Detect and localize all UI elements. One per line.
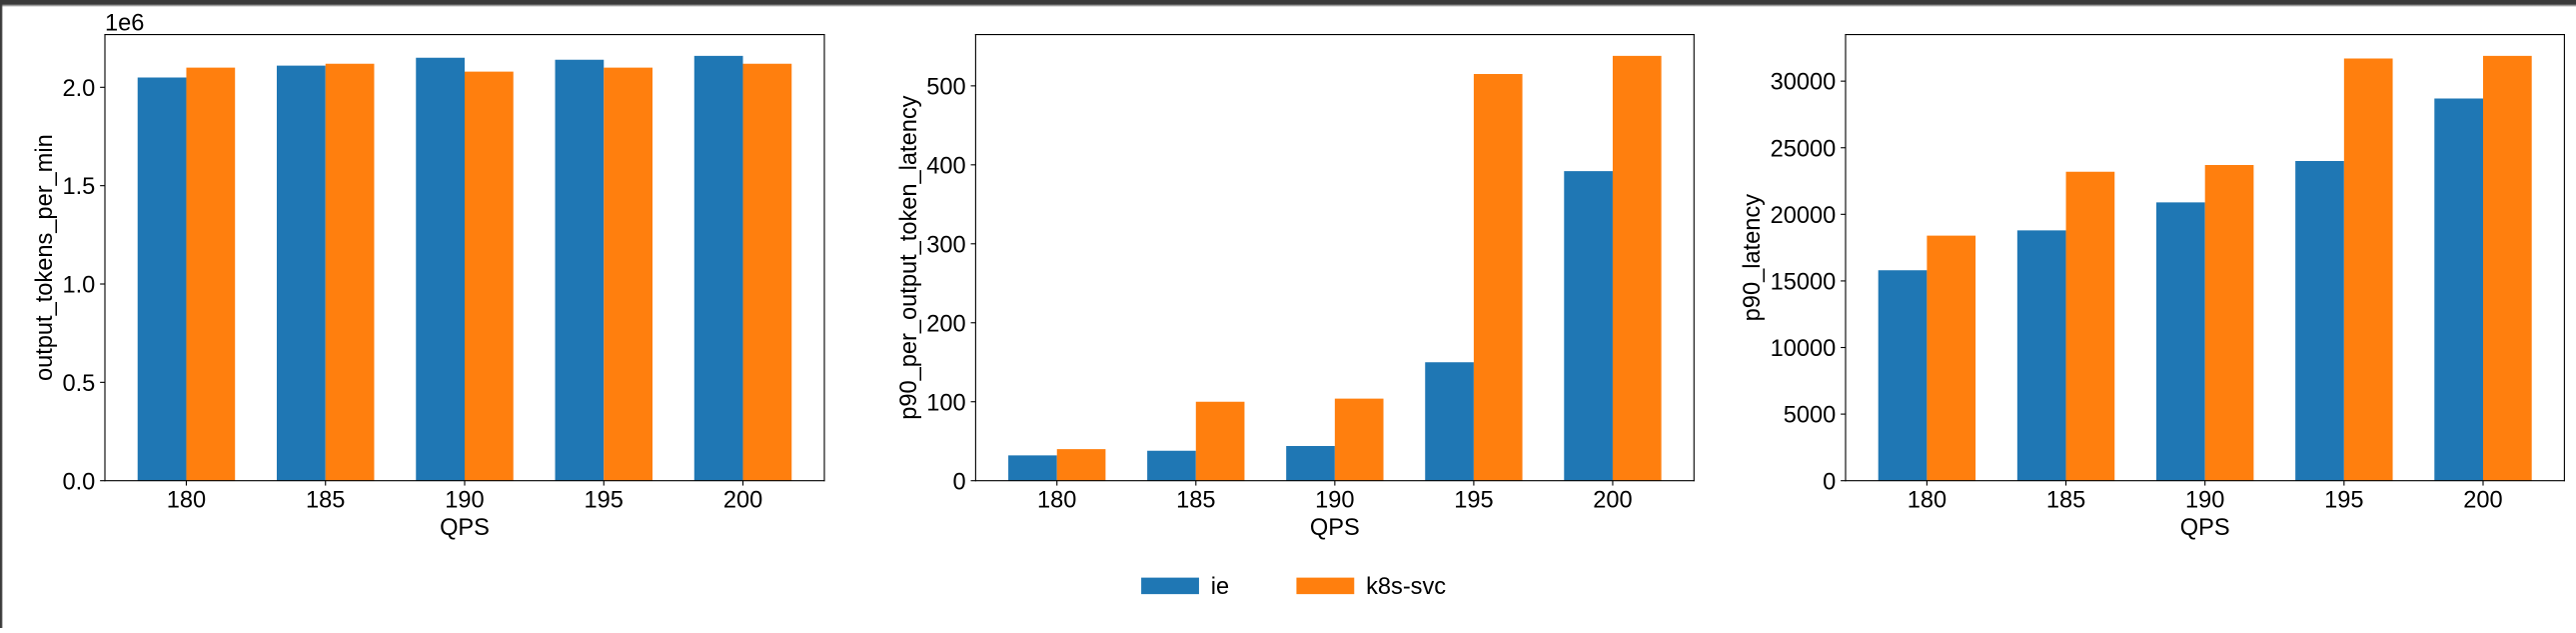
svg-text:30000: 30000 xyxy=(1771,70,1837,96)
svg-text:180: 180 xyxy=(167,488,206,514)
svg-text:180: 180 xyxy=(1037,488,1076,514)
svg-text:0.5: 0.5 xyxy=(62,371,95,397)
svg-text:200: 200 xyxy=(926,311,965,337)
svg-text:k8s-svc: k8s-svc xyxy=(1366,574,1446,600)
svg-text:190: 190 xyxy=(445,488,484,514)
svg-text:195: 195 xyxy=(585,488,624,514)
svg-text:QPS: QPS xyxy=(440,515,490,541)
svg-text:0: 0 xyxy=(953,469,966,495)
svg-text:20000: 20000 xyxy=(1771,203,1837,229)
svg-text:QPS: QPS xyxy=(1310,515,1360,541)
svg-text:200: 200 xyxy=(723,488,762,514)
svg-text:0.0: 0.0 xyxy=(62,469,95,495)
svg-text:190: 190 xyxy=(1315,488,1354,514)
svg-text:180: 180 xyxy=(1908,488,1946,514)
svg-text:400: 400 xyxy=(926,153,965,179)
svg-text:25000: 25000 xyxy=(1771,136,1837,162)
svg-text:1e6: 1e6 xyxy=(105,10,144,36)
svg-text:p90_latency: p90_latency xyxy=(1740,194,1766,322)
svg-text:195: 195 xyxy=(2324,488,2363,514)
svg-text:200: 200 xyxy=(1593,488,1632,514)
svg-text:100: 100 xyxy=(926,390,965,416)
svg-text:185: 185 xyxy=(1176,488,1215,514)
svg-text:5000: 5000 xyxy=(1784,403,1837,429)
svg-text:2.0: 2.0 xyxy=(62,76,95,102)
svg-text:190: 190 xyxy=(2185,488,2224,514)
svg-text:ie: ie xyxy=(1211,574,1229,600)
svg-text:200: 200 xyxy=(2463,488,2502,514)
svg-text:0: 0 xyxy=(1823,469,1836,495)
svg-text:185: 185 xyxy=(306,488,345,514)
svg-text:QPS: QPS xyxy=(2180,515,2230,541)
svg-text:195: 195 xyxy=(1454,488,1493,514)
svg-text:1.0: 1.0 xyxy=(62,273,95,299)
svg-text:300: 300 xyxy=(926,232,965,258)
svg-text:p90_per_output_token_latency: p90_per_output_token_latency xyxy=(896,95,922,419)
svg-text:output_tokens_per_min: output_tokens_per_min xyxy=(32,134,58,381)
svg-text:15000: 15000 xyxy=(1771,269,1837,295)
svg-text:500: 500 xyxy=(926,74,965,100)
svg-text:10000: 10000 xyxy=(1771,336,1837,362)
svg-text:1.5: 1.5 xyxy=(62,174,95,200)
svg-text:185: 185 xyxy=(2046,488,2085,514)
